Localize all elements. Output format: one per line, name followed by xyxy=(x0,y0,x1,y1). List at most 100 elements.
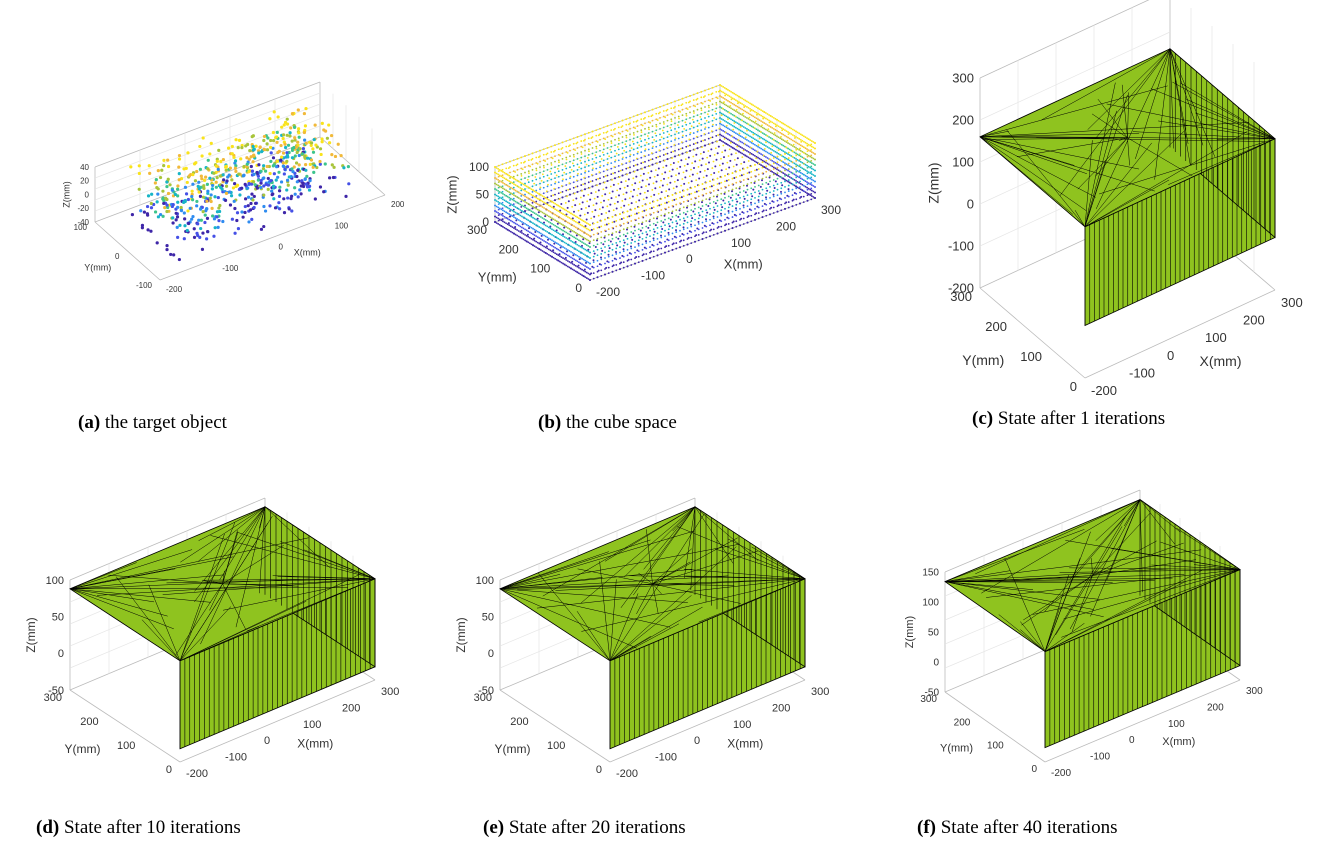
point xyxy=(598,208,601,210)
point xyxy=(747,101,750,104)
point xyxy=(696,141,699,144)
point xyxy=(714,147,717,150)
point xyxy=(589,229,591,232)
point xyxy=(649,240,651,243)
point xyxy=(812,196,815,198)
point xyxy=(636,152,639,155)
point xyxy=(806,199,809,202)
point xyxy=(725,98,728,101)
point xyxy=(557,243,560,246)
mesh-edge xyxy=(1169,48,1189,144)
point xyxy=(557,159,560,162)
point xyxy=(232,199,236,203)
point xyxy=(621,158,624,160)
point xyxy=(746,221,749,224)
point xyxy=(784,180,786,183)
point xyxy=(542,159,545,162)
point xyxy=(673,235,676,238)
point xyxy=(659,111,661,114)
point xyxy=(579,229,582,232)
mesh-edge xyxy=(577,568,653,585)
mesh-edge xyxy=(115,576,181,661)
point xyxy=(728,144,731,147)
point xyxy=(712,160,715,163)
point xyxy=(554,166,556,169)
point xyxy=(617,154,620,156)
axis-line xyxy=(319,136,386,196)
point xyxy=(650,195,653,198)
point xyxy=(739,196,741,199)
point xyxy=(271,139,276,143)
mesh-edge xyxy=(499,543,740,590)
point xyxy=(542,170,545,173)
caption: (d) State after 10 iterations xyxy=(36,817,241,838)
point xyxy=(581,235,583,238)
point xyxy=(536,247,539,250)
point xyxy=(769,153,772,156)
point xyxy=(709,196,711,199)
point xyxy=(785,168,788,171)
point xyxy=(507,167,510,170)
point xyxy=(584,270,587,273)
point xyxy=(525,185,528,188)
point xyxy=(723,114,726,117)
mesh-edge xyxy=(1001,136,1276,140)
point xyxy=(625,191,628,194)
point xyxy=(677,115,680,118)
point xyxy=(600,158,603,160)
point xyxy=(787,147,789,150)
point xyxy=(514,217,517,219)
point xyxy=(658,149,661,152)
point xyxy=(577,209,580,212)
point xyxy=(753,143,756,146)
point xyxy=(290,146,295,151)
point xyxy=(205,237,209,241)
y-tick-label: 100 xyxy=(530,262,550,276)
point xyxy=(660,242,663,244)
point xyxy=(763,144,766,146)
point xyxy=(513,205,515,208)
mesh-edge xyxy=(677,526,806,580)
point xyxy=(568,211,571,214)
point xyxy=(674,139,676,141)
point xyxy=(562,240,564,243)
point xyxy=(662,104,665,107)
point xyxy=(707,99,710,101)
point xyxy=(594,209,597,212)
point xyxy=(652,244,655,247)
point xyxy=(722,86,725,88)
point xyxy=(565,215,568,217)
point xyxy=(581,219,583,222)
point xyxy=(684,158,687,161)
caption: (b) the cube space xyxy=(538,412,677,433)
point xyxy=(546,209,549,211)
point xyxy=(749,129,751,132)
point xyxy=(731,221,734,224)
point xyxy=(626,248,629,251)
point xyxy=(647,126,650,129)
point xyxy=(761,132,764,135)
point xyxy=(703,224,706,227)
point xyxy=(624,235,627,238)
point xyxy=(578,217,580,220)
point xyxy=(580,145,583,148)
z-tick-label: 50 xyxy=(482,612,494,624)
point xyxy=(692,121,695,123)
point xyxy=(604,175,607,177)
point xyxy=(617,143,620,145)
point xyxy=(697,195,700,198)
point xyxy=(707,205,710,207)
point xyxy=(311,150,316,154)
point xyxy=(592,277,595,280)
mesh-edge xyxy=(277,576,376,580)
point xyxy=(664,229,666,232)
point xyxy=(589,257,591,259)
point xyxy=(604,257,606,259)
point xyxy=(555,253,558,256)
point xyxy=(509,192,512,195)
point xyxy=(535,218,538,221)
point xyxy=(550,145,553,148)
point xyxy=(169,252,173,257)
point xyxy=(279,158,283,162)
point xyxy=(554,144,556,147)
